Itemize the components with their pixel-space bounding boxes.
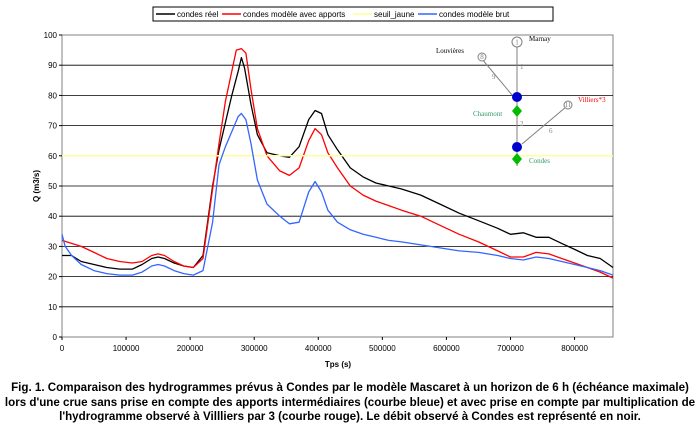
x-tick-label: 800000	[561, 344, 588, 353]
y-tick-label: 50	[48, 182, 57, 191]
network-diagram: 1 Marnay 8 Louvières 11 Villiers*3 1 9 2…	[436, 35, 606, 166]
y-axis-title: Q (m3/s)	[32, 170, 41, 202]
y-tick-label: 70	[48, 122, 57, 131]
x-tick-label: 300000	[241, 344, 268, 353]
reach-label-2: 2	[520, 120, 524, 128]
node-marnay	[511, 36, 523, 48]
node-louvieres-id: 8	[480, 53, 484, 61]
x-tick-label: 0	[60, 344, 65, 353]
junction-lower	[512, 142, 522, 152]
station-chaumont-label: Chaumont	[473, 110, 502, 118]
axes: 0 10 20 30 40 50 60 70 80 90 100 0 100000 200000 30000…	[44, 31, 589, 353]
legend: condes réel condes modèle avec apports s…	[152, 6, 554, 22]
node-villiers-label: Villiers*3	[578, 96, 606, 104]
x-tick-label: 700000	[497, 344, 524, 353]
reach-label-1: 1	[520, 63, 524, 71]
y-tick-label: 40	[48, 212, 57, 221]
y-tick-label: 60	[48, 152, 57, 161]
x-tick-label: 100000	[113, 344, 140, 353]
figure-caption: Fig. 1. Comparaison des hydrogrammes pré…	[4, 381, 696, 423]
node-marnay-label: Marnay	[529, 35, 551, 43]
y-tick-label: 90	[48, 61, 57, 70]
station-condes-label: Condes	[529, 157, 550, 165]
node-villiers-id: 11	[565, 101, 572, 109]
legend-label-2: seuil_jaune	[374, 10, 415, 19]
x-axis-title: Tps (s)	[325, 360, 352, 369]
series-lines	[61, 47, 614, 279]
y-tick-label: 0	[53, 333, 58, 342]
x-tick-label: 200000	[177, 344, 204, 353]
node-marnay-id: 1	[515, 39, 519, 47]
x-tick-label: 600000	[433, 344, 460, 353]
series-line-3	[61, 112, 614, 276]
node-villiers	[563, 100, 573, 110]
legend-label-0: condes réel	[177, 10, 219, 19]
reach-louvieres	[481, 58, 513, 96]
reach-label-6: 6	[549, 127, 553, 135]
node-louvieres	[477, 52, 487, 62]
reach-villiers	[521, 106, 567, 145]
legend-label-1: condes modèle avec apports	[243, 10, 345, 19]
legend-label-3: condes modèle brut	[439, 10, 510, 19]
reach-label-9: 9	[492, 73, 496, 81]
y-tick-label: 100	[44, 31, 58, 40]
y-tick-label: 80	[48, 91, 57, 100]
y-tick-label: 20	[48, 273, 57, 282]
y-tick-label: 10	[48, 303, 57, 312]
x-tick-label: 500000	[369, 344, 396, 353]
station-chaumont-marker	[512, 105, 522, 117]
station-condes-marker	[512, 153, 522, 165]
junction-upper	[512, 92, 522, 102]
node-louvieres-label: Louvières	[436, 47, 464, 55]
series-line-1	[61, 47, 614, 279]
y-tick-label: 30	[48, 242, 57, 251]
x-tick-label: 400000	[305, 344, 332, 353]
